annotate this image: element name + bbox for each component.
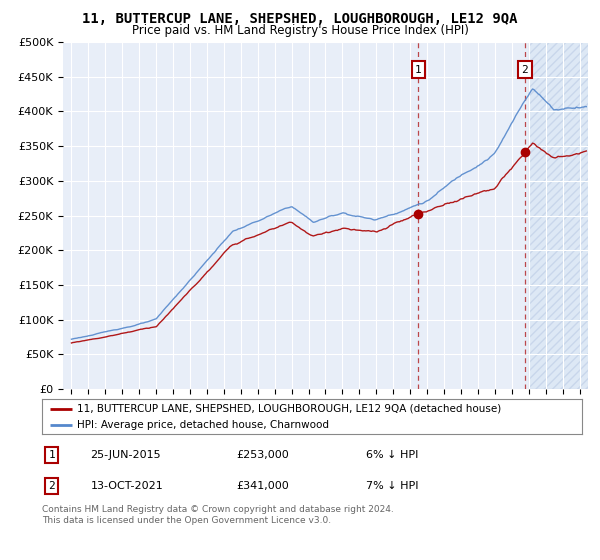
Text: £253,000: £253,000 bbox=[236, 450, 289, 460]
Text: 13-OCT-2021: 13-OCT-2021 bbox=[91, 480, 163, 491]
Text: 1: 1 bbox=[415, 65, 422, 75]
Text: 11, BUTTERCUP LANE, SHEPSHED, LOUGHBOROUGH, LE12 9QA: 11, BUTTERCUP LANE, SHEPSHED, LOUGHBOROU… bbox=[82, 12, 518, 26]
Text: 1: 1 bbox=[49, 450, 55, 460]
Text: Contains HM Land Registry data © Crown copyright and database right 2024.
This d: Contains HM Land Registry data © Crown c… bbox=[42, 505, 394, 525]
Text: HPI: Average price, detached house, Charnwood: HPI: Average price, detached house, Char… bbox=[77, 419, 329, 430]
Bar bbox=[529, 42, 600, 389]
Text: 2: 2 bbox=[49, 480, 55, 491]
Text: 25-JUN-2015: 25-JUN-2015 bbox=[91, 450, 161, 460]
Text: 7% ↓ HPI: 7% ↓ HPI bbox=[366, 480, 419, 491]
Text: 2: 2 bbox=[521, 65, 529, 75]
Text: Price paid vs. HM Land Registry's House Price Index (HPI): Price paid vs. HM Land Registry's House … bbox=[131, 24, 469, 36]
Bar bbox=[529, 42, 600, 389]
Text: 11, BUTTERCUP LANE, SHEPSHED, LOUGHBOROUGH, LE12 9QA (detached house): 11, BUTTERCUP LANE, SHEPSHED, LOUGHBOROU… bbox=[77, 404, 502, 414]
Text: £341,000: £341,000 bbox=[236, 480, 289, 491]
Text: 6% ↓ HPI: 6% ↓ HPI bbox=[366, 450, 418, 460]
